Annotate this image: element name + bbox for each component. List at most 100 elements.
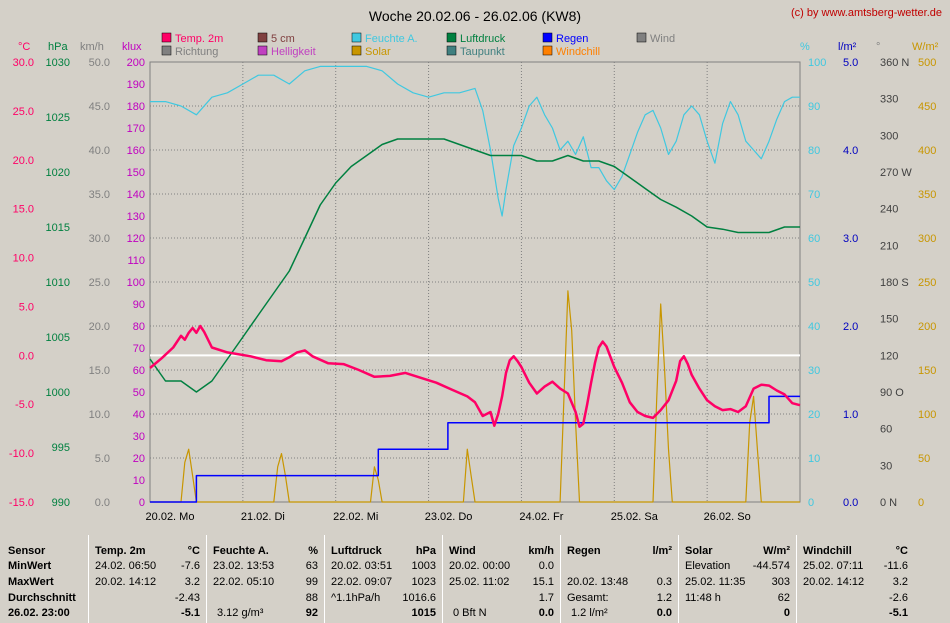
- stats-luftdruck-unit: hPa: [415, 545, 436, 557]
- stats-regen: Regen l/m² 20.02. 13:48 0.3 Gesamt: 1.2 …: [560, 535, 678, 623]
- stats-feuchte-title: Feuchte A.: [213, 545, 269, 557]
- stats-solar-avg-val: 62: [777, 592, 790, 604]
- tick-pressure-2: 1020: [46, 167, 70, 179]
- tick-light-4: 160: [127, 145, 145, 157]
- tick-light-19: 10: [133, 475, 145, 487]
- tick-pressure-3: 1015: [46, 222, 70, 234]
- legend-swatch-2: [351, 32, 362, 43]
- legend-swatch-4: [542, 32, 553, 43]
- tick-pressure-7: 995: [52, 442, 70, 454]
- stats-feuchte-max-val: 99: [305, 576, 318, 588]
- stats-luftdruck-avg-label: ^1.1hPa/h: [331, 592, 381, 604]
- tick-direction-0: 360 N: [880, 57, 909, 69]
- tick-humidity-2: 80: [808, 145, 820, 157]
- legend-label-10: Windchill: [556, 46, 600, 58]
- legend-label-5: Wind: [650, 33, 675, 45]
- tick-wind-4: 30.0: [89, 233, 110, 245]
- tick-light-17: 30: [133, 431, 145, 443]
- tick-solar-7: 150: [918, 365, 936, 377]
- tick-light-2: 180: [127, 101, 145, 113]
- tick-wind-9: 5.0: [95, 453, 110, 465]
- tick-light-12: 80: [133, 321, 145, 333]
- tick-direction-3: 270 W: [880, 167, 912, 179]
- legend-swatch-7: [257, 45, 268, 56]
- tick-direction-7: 150: [880, 314, 898, 326]
- legend-swatch-9: [446, 45, 457, 56]
- stats-windchill: Windchill °C 25.02. 07:11 -11.6 20.02. 1…: [796, 535, 914, 623]
- stats-feuchte-now-extra: 3.12 g/m³: [217, 607, 264, 619]
- axis-unit-celsius: °C: [18, 41, 30, 53]
- tick-wind-1: 45.0: [89, 101, 110, 113]
- stats-solar-avg-label: 11:48 h: [685, 592, 721, 604]
- tick-direction-5: 210: [880, 240, 898, 252]
- stats-panel: Sensor MinWert MaxWert Durchschnitt 26.0…: [0, 535, 950, 623]
- stats-wind: Wind km/h 20.02. 00:00 0.0 25.02. 11:02 …: [442, 535, 560, 623]
- tick-temp-6: 0.0: [19, 350, 34, 362]
- stats-regen-unit: l/m²: [652, 545, 672, 557]
- stats-sensor: Sensor MinWert MaxWert Durchschnitt 26.0…: [0, 535, 88, 623]
- stats-regen-avg-label: Gesamt:: [567, 592, 609, 604]
- tick-temp-7: -5.0: [15, 399, 34, 411]
- tick-light-10: 100: [127, 277, 145, 289]
- series-regen: [150, 395, 800, 503]
- tick-light-13: 70: [133, 343, 145, 355]
- axis-ticks: 30.0 25.0 20.0 15.0 10.0 5.0 0.0 -5.0 -10.0 -15.0…: [9, 57, 936, 523]
- tick-wind-2: 40.0: [89, 145, 110, 157]
- stats-windchill-max-date: 20.02. 14:12: [803, 576, 865, 588]
- weather-chart: Woche 20.02.06 - 26.02.06 (KW8) (c) by w…: [8, 7, 942, 523]
- tick-day-3: 23.02. Do: [425, 511, 473, 523]
- tick-day-6: 26.02. So: [704, 511, 751, 523]
- stats-windchill-min-val: -11.6: [883, 560, 908, 572]
- tick-pressure-4: 1010: [46, 277, 70, 289]
- tick-light-20: 0: [139, 497, 145, 509]
- tick-direction-4: 240: [880, 204, 898, 216]
- tick-light-1: 190: [127, 79, 145, 91]
- axis-unit-deg: °: [876, 41, 880, 53]
- stats-regen-now-val: 0.0: [656, 607, 672, 619]
- stats-solar-min-val: -44.574: [752, 560, 790, 572]
- stats-wind-title: Wind: [449, 545, 476, 557]
- tick-rain-2: 3.0: [843, 233, 858, 245]
- series-layer: [149, 65, 801, 503]
- tick-day-5: 25.02. Sa: [611, 511, 659, 523]
- stats-wind-now-extra: 0 Bft N: [453, 607, 487, 619]
- legend-swatch-8: [351, 45, 362, 56]
- series-solar: [150, 290, 800, 503]
- tick-solar-3: 350: [918, 189, 936, 201]
- tick-pressure-0: 1030: [46, 57, 70, 69]
- tick-pressure-8: 990: [52, 497, 70, 509]
- stats-wind-avg-val: 1.7: [538, 592, 554, 604]
- tick-light-18: 20: [133, 453, 145, 465]
- stats-feuchte-max-date: 22.02. 05:10: [213, 576, 275, 588]
- stats-temp-unit: °C: [187, 545, 200, 557]
- tick-humidity-1: 90: [808, 101, 820, 113]
- tick-light-16: 40: [133, 409, 145, 421]
- tick-light-7: 130: [127, 211, 145, 223]
- axis-unit-klux: klux: [122, 41, 142, 53]
- tick-pressure-1: 1025: [46, 112, 70, 124]
- tick-light-15: 50: [133, 387, 145, 399]
- tick-humidity-3: 70: [808, 189, 820, 201]
- stats-luftdruck-max-date: 22.02. 09:07: [331, 576, 393, 588]
- legend-swatch-3: [446, 32, 457, 43]
- tick-day-4: 24.02. Fr: [519, 511, 563, 523]
- stats-feuchte-now-val: 92: [305, 607, 318, 619]
- stats-solar-title: Solar: [685, 545, 713, 557]
- tick-solar-2: 400: [918, 145, 936, 157]
- legend: Temp. 2m 5 cm Feuchte A. Luftdruck Regen Wind…: [161, 32, 675, 58]
- tick-humidity-7: 30: [808, 365, 820, 377]
- tick-rain-1: 4.0: [843, 145, 858, 157]
- stats-avg-label: Durchschnitt: [8, 592, 76, 604]
- tick-humidity-10: 0: [808, 497, 814, 509]
- series-luftdruck: [149, 138, 800, 393]
- tick-light-8: 120: [127, 233, 145, 245]
- stats-feuchte-min-val: 63: [305, 560, 318, 572]
- tick-wind-5: 25.0: [89, 277, 110, 289]
- tick-direction-9: 90 O: [880, 387, 904, 399]
- tick-direction-10: 60: [880, 424, 892, 436]
- tick-rain-4: 1.0: [843, 409, 858, 421]
- tick-wind-10: 0.0: [95, 497, 110, 509]
- legend-label-7: Helligkeit: [271, 46, 316, 58]
- stats-regen-max-val: 0.3: [656, 576, 672, 588]
- tick-solar-4: 300: [918, 233, 936, 245]
